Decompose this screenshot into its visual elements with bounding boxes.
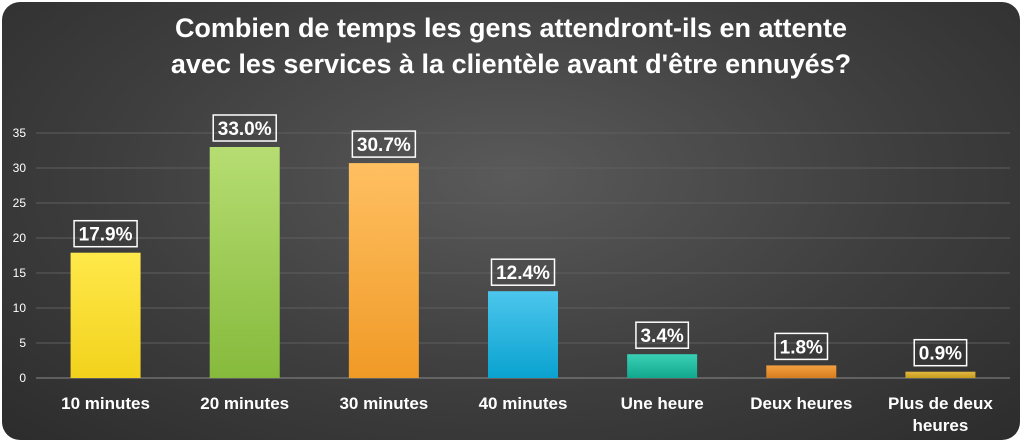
y-tick-label: 30: [13, 161, 27, 175]
data-label: 0.9%: [919, 344, 962, 365]
data-label-box: [490, 258, 556, 286]
data-label: 12.4%: [496, 263, 550, 284]
y-tick-label: 0: [19, 371, 26, 385]
data-label: 33.0%: [218, 119, 272, 140]
y-tick-label: 10: [13, 301, 27, 315]
bar-1: [70, 252, 141, 378]
data-label-box: [73, 219, 138, 248]
y-tick-label: 35: [13, 126, 27, 140]
bar-3: [348, 163, 419, 378]
chart-title-line-2: avec les services à la clientèle avant d…: [170, 49, 852, 79]
category-label: 10 minutes: [61, 394, 150, 413]
data-labels: 17.9% 33.0% 30.7% 12.4% 3.4% 1.8% 0.9%: [73, 114, 968, 367]
x-axis-categories: 10 minutes 20 minutes 30 minutes 40 minutes…: [61, 394, 993, 435]
chart-title: Combien de temps les gens attendront-ils…: [2, 10, 1020, 82]
category-label: 20 minutes: [200, 394, 289, 413]
bar-7: [905, 371, 976, 378]
data-label-box: [351, 130, 417, 158]
bar-6: [766, 365, 837, 378]
category-label: 30 minutes: [339, 394, 428, 413]
y-tick-label: 5: [19, 336, 26, 350]
bar-5: [627, 354, 698, 378]
data-label-box: [774, 332, 829, 361]
data-label: 1.8%: [780, 337, 823, 358]
y-tick-label: 20: [13, 231, 27, 245]
y-tick-label: 15: [13, 266, 27, 280]
data-label: 30.7%: [357, 135, 411, 156]
chart-title-line-1: Combien de temps les gens attendront-ils…: [174, 13, 848, 43]
category-label: 40 minutes: [479, 394, 568, 413]
category-label: Une heure: [621, 394, 704, 413]
data-label: 3.4%: [640, 326, 683, 347]
bar-4: [488, 291, 558, 378]
y-axis-ticks: 0 5 10 15 20 25 30 35: [13, 126, 27, 385]
data-label: 17.9%: [79, 225, 133, 246]
category-label: heures: [913, 416, 969, 435]
bar-2: [209, 147, 280, 378]
bars: [70, 147, 976, 378]
data-label-box: [635, 321, 690, 349]
category-label: Deux heures: [750, 394, 852, 413]
data-label-box: [212, 114, 277, 142]
data-label-box: [913, 338, 968, 367]
y-tick-label: 25: [13, 196, 27, 210]
category-label: Plus de deux: [888, 394, 993, 413]
